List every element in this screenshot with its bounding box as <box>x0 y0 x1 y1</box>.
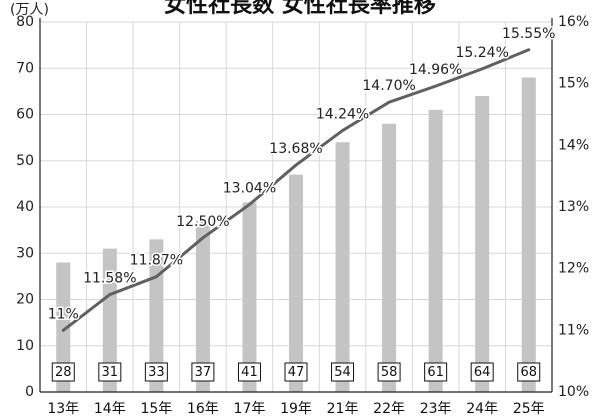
rate-value-label: 14.96% <box>409 62 462 78</box>
y-left-tick-label: 70 <box>16 60 34 76</box>
y-left-tick-label: 80 <box>16 14 34 30</box>
bar <box>521 77 536 392</box>
bar-value-label: 68 <box>520 365 537 380</box>
bar-value-label: 47 <box>288 365 305 380</box>
y-left-tick-label: 30 <box>16 245 34 261</box>
x-tick-label: 23年 <box>420 401 452 417</box>
x-tick-label: 16年 <box>187 401 219 417</box>
y-left-tick-label: 40 <box>16 199 34 215</box>
labels-layer: 0 10 20 30 40 50 60 70 80 10% 11% 12% 13% 14% 15% 16% 28… <box>16 14 589 417</box>
bar <box>428 109 443 392</box>
y-left-tick-label: 10 <box>16 338 34 354</box>
bar-value-label: 41 <box>241 365 258 380</box>
y-unit-label: (万人) <box>10 2 49 18</box>
bar <box>382 123 397 392</box>
x-tick-label: 13年 <box>47 401 79 417</box>
x-tick-label: 25年 <box>513 401 545 417</box>
rate-value-label: 14.24% <box>316 107 369 123</box>
rate-value-label: 13.68% <box>269 141 322 157</box>
bar-value-label: 33 <box>148 365 165 380</box>
y-right-tick-label: 12% <box>558 261 589 277</box>
rate-value-label: 15.55% <box>502 26 555 42</box>
bar-value-box <box>237 362 261 382</box>
x-tick-label: 24年 <box>466 401 498 417</box>
rate-value-label: 14.70% <box>362 78 415 94</box>
rate-line <box>61 48 531 332</box>
x-tick-label: 14年 <box>94 401 126 417</box>
bar-value-box <box>191 362 215 382</box>
axes-layer <box>39 18 553 393</box>
y-right-tick-label: 11% <box>558 322 589 338</box>
rate-value-label: 13.04% <box>223 181 276 197</box>
y-left-tick-label: 20 <box>16 292 34 308</box>
bar-value-label: 58 <box>381 365 398 380</box>
bar-value-box <box>331 362 355 382</box>
bar-value-box <box>517 362 541 382</box>
rate-value-label: 11.87% <box>130 253 183 269</box>
bar <box>195 220 210 392</box>
bar <box>335 142 350 392</box>
y-left-tick-label: 0 <box>25 384 34 400</box>
bars-layer <box>56 77 536 392</box>
bar-value-box <box>284 362 308 382</box>
rate-value-label: 11% <box>48 306 79 322</box>
y-right-tick-label: 15% <box>558 76 589 92</box>
bar-value-label: 28 <box>55 365 72 380</box>
x-tick-label: 17年 <box>234 401 266 417</box>
chart-title: 女性社長数 女性社長率推移 <box>164 0 436 18</box>
x-tick-label: 21年 <box>327 401 359 417</box>
bar <box>289 174 303 392</box>
bar-value-box <box>424 362 448 382</box>
y-right-tick-label: 10% <box>558 384 589 400</box>
bar <box>102 248 117 392</box>
bar-value-label: 54 <box>334 365 351 380</box>
bar <box>475 96 490 392</box>
bar-value-box <box>51 362 75 382</box>
rate-value-label: 15.24% <box>455 45 508 61</box>
y-right-tick-label: 13% <box>558 199 589 215</box>
bar-value-box <box>377 362 401 382</box>
x-tick-label: 19年 <box>280 401 312 417</box>
y-right-tick-label: 16% <box>558 14 589 30</box>
bar-value-label: 31 <box>102 365 119 380</box>
x-tick-label: 22年 <box>373 401 405 417</box>
rate-value-label: 12.50% <box>176 214 229 230</box>
bar-value-label: 64 <box>474 365 491 380</box>
y-right-tick-label: 14% <box>558 137 589 153</box>
bar-value-label: 61 <box>427 365 444 380</box>
y-left-tick-label: 50 <box>16 153 34 169</box>
bar-value-box <box>470 362 494 382</box>
bar-value-box <box>144 362 168 382</box>
rate-value-label: 11.58% <box>83 271 136 287</box>
y-left-tick-label: 60 <box>16 107 34 123</box>
bar-value-box <box>98 362 122 382</box>
bar <box>242 202 257 392</box>
rate-line-layer <box>61 48 531 332</box>
bar <box>56 262 71 392</box>
bar-value-label: 37 <box>195 365 212 380</box>
x-tick-label: 15年 <box>140 401 172 417</box>
